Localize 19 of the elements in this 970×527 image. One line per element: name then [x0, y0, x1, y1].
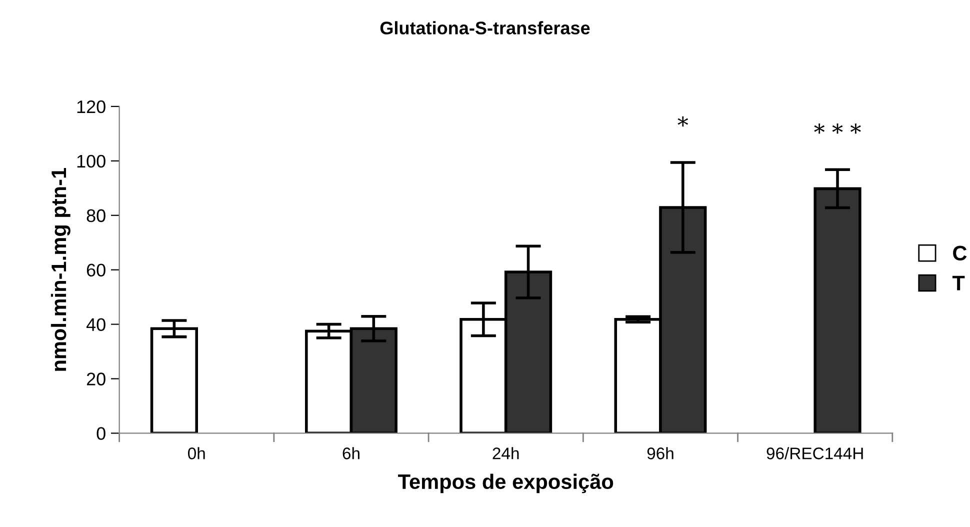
annotation: * * *: [814, 124, 861, 134]
legend-label: T: [952, 276, 965, 290]
x-tick-label: 96h: [647, 447, 674, 460]
y-tick-label: 100: [77, 154, 106, 168]
y-tick-label: 120: [77, 100, 106, 114]
x-tick-label: 24h: [492, 447, 519, 460]
legend-label: C: [953, 246, 967, 260]
x-axis-title: Tempos de exposição: [398, 474, 614, 494]
y-tick-label: 0: [96, 427, 106, 440]
y-axis-title: nmol.min-1.mg ptn-1: [50, 168, 70, 371]
x-tick-label: 0h: [188, 447, 205, 460]
x-tick-label: 96/REC144H: [766, 447, 863, 460]
annotation: *: [678, 116, 688, 127]
chart-title: Glutationa-S-transferase: [380, 21, 590, 34]
y-tick-label: 80: [86, 209, 106, 222]
y-tick-label: 40: [86, 318, 106, 331]
y-tick-label: 60: [86, 264, 106, 277]
x-tick-label: 6h: [342, 447, 360, 460]
y-tick-label: 20: [86, 372, 106, 386]
